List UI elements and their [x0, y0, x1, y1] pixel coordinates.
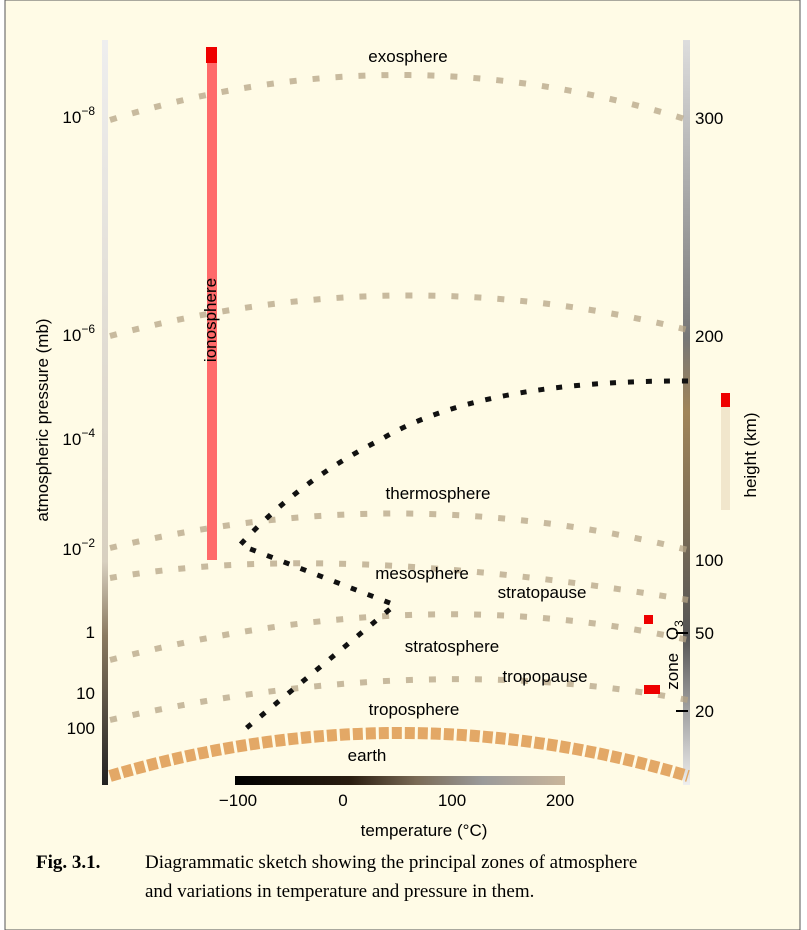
pressure-contour	[109, 611, 689, 663]
tick-base: 10	[62, 326, 81, 345]
left-tick-label: 10−4	[62, 426, 95, 449]
ozone-label: zone O3	[663, 620, 686, 690]
tick-base: 10	[62, 540, 81, 559]
left-tick-label: 10−2	[62, 536, 95, 559]
height-bar	[721, 407, 730, 510]
zone-label: earth	[348, 746, 387, 765]
tick-base: 10	[76, 684, 95, 703]
ozone-subscript: 3	[672, 620, 686, 627]
left-tick-label: 100	[67, 719, 95, 738]
zone-label: stratosphere	[405, 637, 500, 656]
tick-base: 10	[62, 430, 81, 449]
right-tick-label: 200	[695, 327, 723, 346]
left-tick-label: 1	[86, 623, 95, 642]
tick-base: 10	[62, 108, 81, 127]
left-tick-label: 10	[76, 684, 95, 703]
ozone-mark	[644, 615, 653, 624]
bottom-tick-label: −100	[219, 791, 257, 810]
zone-label: exosphere	[368, 47, 447, 66]
caption-line: and variations in temperature and pressu…	[145, 881, 534, 902]
tick-exponent: −8	[81, 104, 95, 118]
tick-exponent: −4	[81, 426, 95, 440]
caption-line: Diagrammatic sketch showing the principa…	[145, 852, 637, 873]
right-tick-label: 50	[695, 624, 714, 643]
left-tick-label: 10−6	[62, 322, 95, 345]
pressure-contour	[109, 560, 689, 603]
zone-label: thermosphere	[386, 484, 491, 503]
tick-exponent: −6	[81, 322, 95, 336]
earth-surface	[108, 727, 690, 782]
ionosphere-bar-top	[206, 47, 217, 63]
axis-label: height (km)	[741, 412, 760, 497]
bottom-tick-label: 100	[438, 791, 466, 810]
zone-label: ionosphere	[201, 278, 220, 362]
bottom-axis: −100 0 100 200	[219, 791, 574, 810]
left-axis-bar	[102, 40, 108, 785]
zone-label: stratopause	[498, 583, 587, 602]
axis-label: atmospheric pressure (mb)	[33, 318, 52, 521]
temperature-colorbar	[235, 776, 565, 785]
tick-base: 1	[86, 623, 95, 642]
left-tick-label: 10−8	[62, 104, 95, 127]
zone-label: mesosphere	[375, 564, 469, 583]
figure-frame	[4, 0, 801, 930]
bottom-tick-label: 0	[338, 791, 347, 810]
tick-base: 100	[67, 719, 95, 738]
ionosphere-bar	[207, 63, 217, 560]
zone-label: tropopause	[502, 667, 587, 686]
right-axis: 300 200 100 50 20	[695, 109, 723, 721]
ozone-symbol: O	[663, 627, 682, 640]
pressure-contour	[109, 676, 689, 723]
caption-number: Fig. 3.1.	[36, 852, 100, 873]
right-axis-bar	[683, 40, 690, 785]
right-tick-label: 300	[695, 109, 723, 128]
ozone-word: zone	[663, 653, 682, 690]
ozone-mark	[644, 685, 660, 694]
temperature-curve	[235, 378, 689, 737]
axis-label: temperature (°C)	[361, 821, 488, 840]
right-tick-label: 20	[695, 702, 714, 721]
right-tick-label: 100	[695, 551, 723, 570]
height-bar-top	[721, 393, 730, 407]
tick-exponent: −2	[81, 536, 95, 550]
bottom-tick-label: 200	[546, 791, 574, 810]
zone-label: troposphere	[369, 700, 460, 719]
